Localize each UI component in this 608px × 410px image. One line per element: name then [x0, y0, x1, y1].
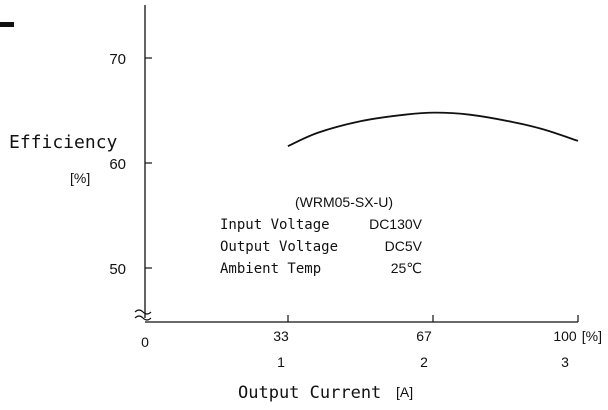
corner-marker: [0, 22, 14, 27]
y-axis-title: Efficiency: [9, 132, 118, 153]
y-tick-label-50: 50: [109, 261, 126, 278]
x-tick-label-100: 100: [553, 328, 577, 344]
series-group: [287, 111, 579, 148]
annotation-label-ambient-temp: Ambient Temp: [220, 261, 321, 277]
y-tick-label-70: 70: [109, 51, 126, 68]
x-axis-title: Output Current: [238, 383, 381, 403]
x-amp-label-3: 3: [561, 354, 569, 370]
x-amp-label-1: 1: [277, 354, 285, 370]
y-axis-unit: [%]: [70, 170, 90, 186]
x-axis-unit: [A]: [396, 384, 413, 400]
annotation-label-input-voltage: Input Voltage: [220, 217, 330, 233]
x-tick-label-67: 67: [416, 328, 432, 344]
annotation-label-output-voltage: Output Voltage: [220, 239, 338, 255]
x-amp-label-2: 2: [420, 354, 428, 370]
annotation-value-input-voltage: DC130V: [369, 216, 423, 232]
axis-break-mark: [134, 309, 152, 321]
annotation-model: (WRM05-SX-U): [295, 194, 393, 210]
x-tick-label-33: 33: [273, 328, 289, 344]
x-axis-percent-unit: [%]: [582, 328, 602, 344]
origin-label: 0: [141, 334, 149, 350]
efficiency-line-0: [287, 111, 579, 148]
annotation-value-ambient-temp: 25℃: [391, 260, 422, 276]
y-tick-label-60: 60: [109, 156, 126, 173]
annotation-value-output-voltage: DC5V: [385, 238, 423, 254]
